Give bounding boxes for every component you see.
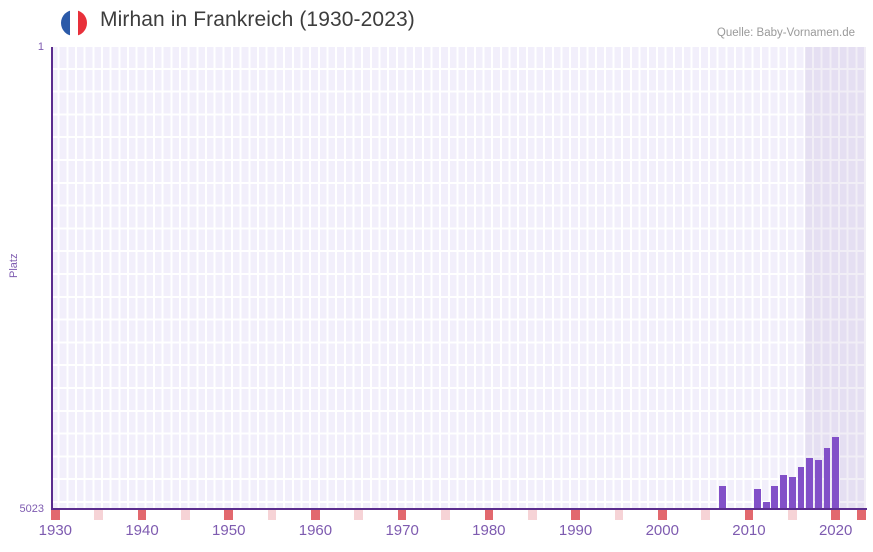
- x-tick-2005: [701, 510, 710, 520]
- bar-2018: [814, 460, 822, 509]
- x-axis-label-1960: 1960: [298, 522, 333, 539]
- flag-band-blue: [61, 10, 70, 36]
- bars-layer: [51, 47, 866, 509]
- x-axis-label-1990: 1990: [558, 522, 593, 539]
- bar-2011: [754, 489, 762, 509]
- x-axis-label-1980: 1980: [472, 522, 506, 539]
- x-tick-2015: [787, 510, 797, 520]
- x-tick-1955: [267, 510, 277, 520]
- x-axis-label-2010: 2010: [732, 522, 766, 539]
- x-tick-1970: [397, 510, 407, 520]
- x-axis-line: [51, 508, 867, 510]
- x-tick-1985: [527, 510, 537, 520]
- x-tick-1945: [181, 510, 190, 520]
- bar-2016: [797, 467, 805, 509]
- x-tick-1930: [51, 510, 60, 520]
- y-axis-line: [51, 47, 53, 510]
- y-axis-tick-bottom: 5023: [19, 503, 44, 515]
- plot-area: [51, 47, 866, 509]
- x-tick-2010: [744, 510, 754, 520]
- bar-2012: [762, 502, 770, 509]
- bar-2017: [806, 458, 814, 509]
- x-axis-label-2020: 2020: [818, 522, 853, 539]
- y-axis-title: Platz: [8, 253, 20, 278]
- bar-2014: [780, 475, 788, 509]
- chart-header: Mirhan in Frankreich (1930-2023) Quelle:…: [0, 0, 873, 44]
- x-tick-1940: [137, 510, 147, 520]
- bar-2007: [719, 486, 727, 509]
- x-tick-1975: [441, 510, 450, 520]
- x-tick-2000: [657, 510, 667, 520]
- bar-2020: [832, 437, 840, 509]
- x-tick-2023: [857, 510, 866, 520]
- flag-band-red: [78, 10, 87, 36]
- x-axis-tick-marks: [51, 510, 866, 520]
- source-attribution: Quelle: Baby-Vornamen.de: [716, 27, 855, 39]
- france-flag-icon: [61, 10, 87, 36]
- x-axis-tick-labels: 1930 1940 1950 1960 1970 1980 1990 2000 2010 2020: [0, 522, 873, 546]
- page-title: Mirhan in Frankreich (1930-2023): [100, 8, 415, 31]
- x-axis-label-2000: 2000: [645, 522, 679, 539]
- x-axis-label-1950: 1950: [212, 522, 246, 539]
- bar-2013: [771, 486, 779, 509]
- x-tick-1980: [484, 510, 494, 520]
- x-tick-1960: [311, 510, 320, 520]
- flag-band-white: [69, 10, 79, 36]
- x-tick-1995: [614, 510, 624, 520]
- x-axis-label-1940: 1940: [125, 522, 159, 539]
- bar-2015: [788, 477, 796, 509]
- x-tick-2020: [831, 510, 840, 520]
- x-axis-label-1930: 1930: [38, 522, 73, 539]
- x-axis-label-1970: 1970: [385, 522, 419, 539]
- x-tick-1935: [94, 510, 103, 520]
- x-tick-1950: [224, 510, 234, 520]
- y-axis-tick-top: 1: [37, 41, 44, 53]
- x-tick-1990: [571, 510, 580, 520]
- bar-2019: [823, 448, 831, 509]
- x-tick-1965: [354, 510, 364, 520]
